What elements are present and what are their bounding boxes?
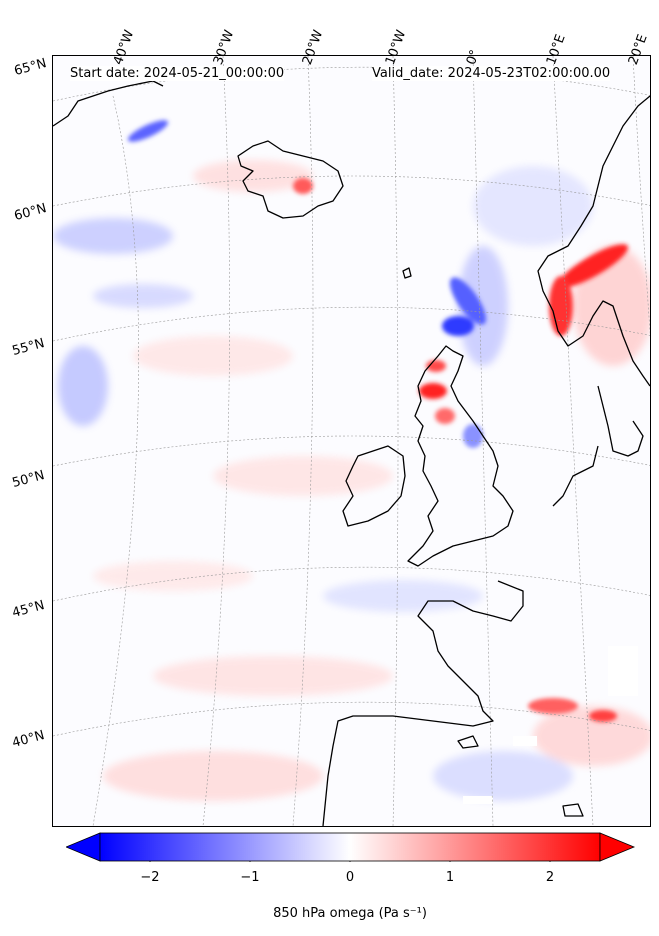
- colorbar-body: [99, 832, 601, 862]
- colorbar-tick-label: −2: [140, 870, 160, 885]
- start-date-label: Start date: 2024-05-21_00:00:00: [70, 66, 285, 81]
- lat-label-45n: 45°N: [10, 598, 47, 621]
- masked-terrain: [463, 646, 638, 804]
- coastlines: [53, 80, 650, 826]
- omega-field: [53, 160, 650, 801]
- colorbar-tick-label: 0: [345, 870, 355, 885]
- valid-date-label: Valid_date: 2024-05-23T02:00:00.00: [372, 66, 611, 81]
- graticule: [53, 56, 650, 826]
- lat-label-40n: 40°N: [10, 728, 47, 751]
- colorbar: [66, 832, 636, 862]
- colorbar-tick-label: 1: [445, 870, 455, 885]
- colorbar-tick-label: 2: [545, 870, 555, 885]
- colorbar-extend-low: [66, 832, 101, 862]
- colorbar-extend-high: [599, 832, 636, 862]
- lat-label-60n: 60°N: [12, 201, 49, 224]
- colorbar-tick-label: −1: [240, 870, 260, 885]
- colorbar-title: 850 hPa omega (Pa s⁻¹): [273, 906, 427, 921]
- lat-label-50n: 50°N: [10, 468, 47, 491]
- lat-label-65n: 65°N: [12, 56, 49, 79]
- map-canvas: [53, 56, 650, 826]
- lat-label-55n: 55°N: [10, 336, 47, 359]
- map-panel: [52, 55, 651, 827]
